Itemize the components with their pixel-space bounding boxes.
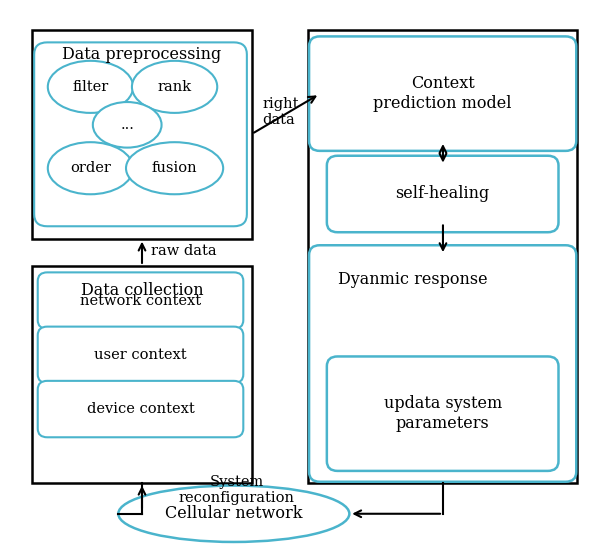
FancyBboxPatch shape [38, 327, 243, 383]
FancyBboxPatch shape [309, 246, 576, 482]
Bar [32, 30, 252, 239]
Text: Cellular network: Cellular network [165, 505, 303, 522]
Text: Data preprocessing: Data preprocessing [62, 46, 222, 63]
FancyBboxPatch shape [327, 356, 559, 471]
Text: right
data: right data [263, 97, 299, 128]
Text: user context: user context [94, 348, 187, 362]
Text: fusion: fusion [152, 161, 197, 175]
FancyBboxPatch shape [38, 272, 243, 329]
Text: System
reconfiguration: System reconfiguration [179, 475, 295, 505]
Text: order: order [70, 161, 111, 175]
Text: network context: network context [80, 294, 201, 307]
Text: Dyanmic response: Dyanmic response [337, 271, 487, 288]
Ellipse shape [132, 61, 217, 113]
Text: ...: ... [120, 118, 134, 132]
Ellipse shape [48, 61, 133, 113]
Text: rank: rank [157, 80, 191, 94]
Text: updata system
parameters: updata system parameters [383, 395, 502, 432]
Ellipse shape [93, 102, 161, 147]
Text: device context: device context [87, 402, 194, 416]
FancyBboxPatch shape [34, 42, 247, 226]
Text: Context
prediction model: Context prediction model [373, 75, 512, 112]
Text: raw data: raw data [151, 244, 216, 258]
Bar [308, 30, 578, 483]
Text: filter: filter [72, 80, 109, 94]
FancyBboxPatch shape [309, 36, 576, 151]
Ellipse shape [118, 486, 349, 542]
Ellipse shape [48, 142, 133, 194]
FancyBboxPatch shape [327, 156, 559, 232]
Text: self-healing: self-healing [395, 185, 490, 203]
Bar [32, 266, 252, 483]
Ellipse shape [126, 142, 223, 194]
Text: Data collection: Data collection [81, 282, 203, 299]
FancyBboxPatch shape [38, 381, 243, 437]
